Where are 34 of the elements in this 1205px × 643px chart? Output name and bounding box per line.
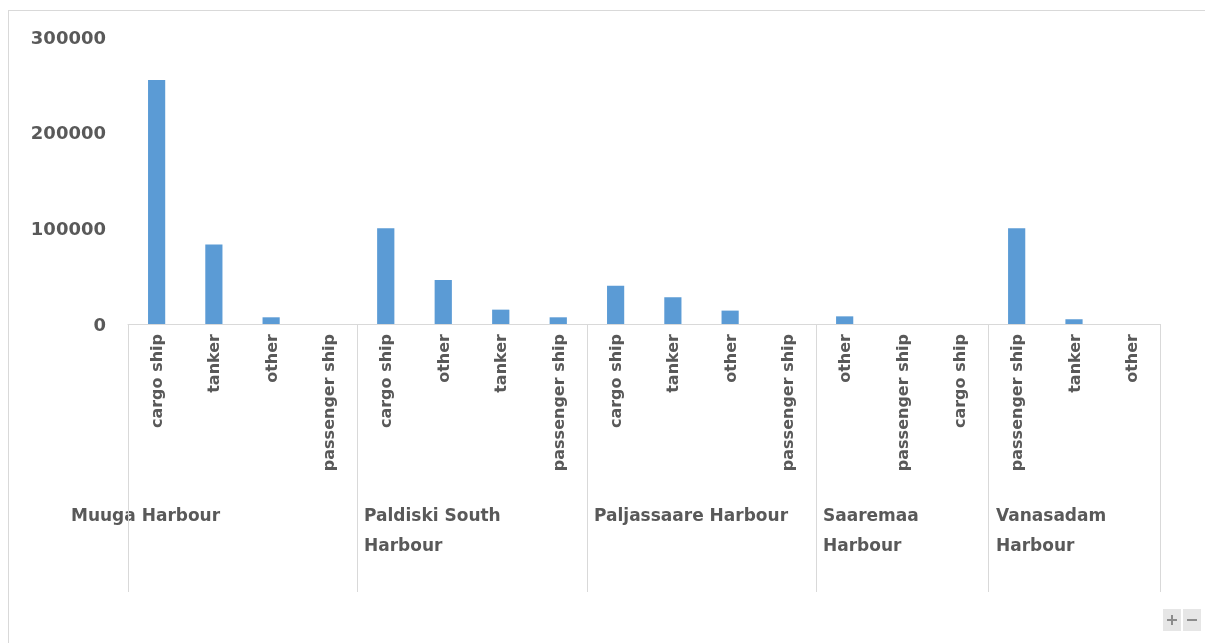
x-tick-label: tanker (204, 333, 224, 393)
x-tick-label: cargo ship (147, 334, 167, 429)
x-tick-label: cargo ship (606, 334, 626, 429)
x-tick-label: other (720, 333, 740, 383)
x-axis-title: Muuga Harbour (71, 505, 221, 525)
bar (492, 309, 510, 324)
x-tick-label: passenger ship (892, 334, 912, 472)
x-tick-label: cargo ship (376, 334, 396, 429)
x-tick-label: passenger ship (1007, 334, 1027, 472)
y-tick-label: 300000 (30, 26, 106, 48)
x-axis-title: Paldiski South Harbour (364, 505, 507, 555)
x-tick-label: tanker (663, 333, 683, 393)
bar (377, 228, 395, 324)
x-tick-label: passenger ship (777, 334, 797, 472)
x-tick-label: other (1121, 333, 1141, 383)
bar (205, 244, 223, 324)
x-tick-label: other (433, 333, 453, 383)
x-tick-label: other (835, 333, 855, 383)
x-axis-title: Saaremaa Harbour (823, 505, 925, 555)
x-tick-label: tanker (1064, 333, 1084, 393)
bar (434, 279, 452, 324)
x-tick-label: passenger ship (548, 334, 568, 472)
x-axis-title: Vanasadam Harbour (996, 505, 1113, 555)
y-tick-label: 100000 (30, 217, 106, 239)
x-tick-label: passenger ship (318, 334, 338, 472)
y-tick-label: 0 (93, 313, 106, 335)
bar (148, 80, 166, 324)
x-tick-label: other (261, 333, 281, 383)
bar (262, 317, 280, 324)
y-tick-label: 200000 (30, 122, 106, 144)
x-axis-title: Paljassaare Harbour (594, 505, 789, 525)
x-tick-label: cargo ship (949, 334, 969, 429)
x-tick-label: tanker (491, 333, 511, 393)
bar (549, 317, 567, 324)
